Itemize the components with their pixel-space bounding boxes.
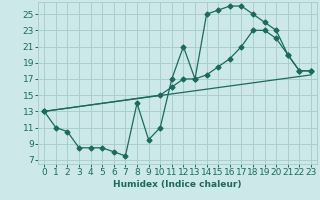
X-axis label: Humidex (Indice chaleur): Humidex (Indice chaleur) <box>113 180 242 189</box>
